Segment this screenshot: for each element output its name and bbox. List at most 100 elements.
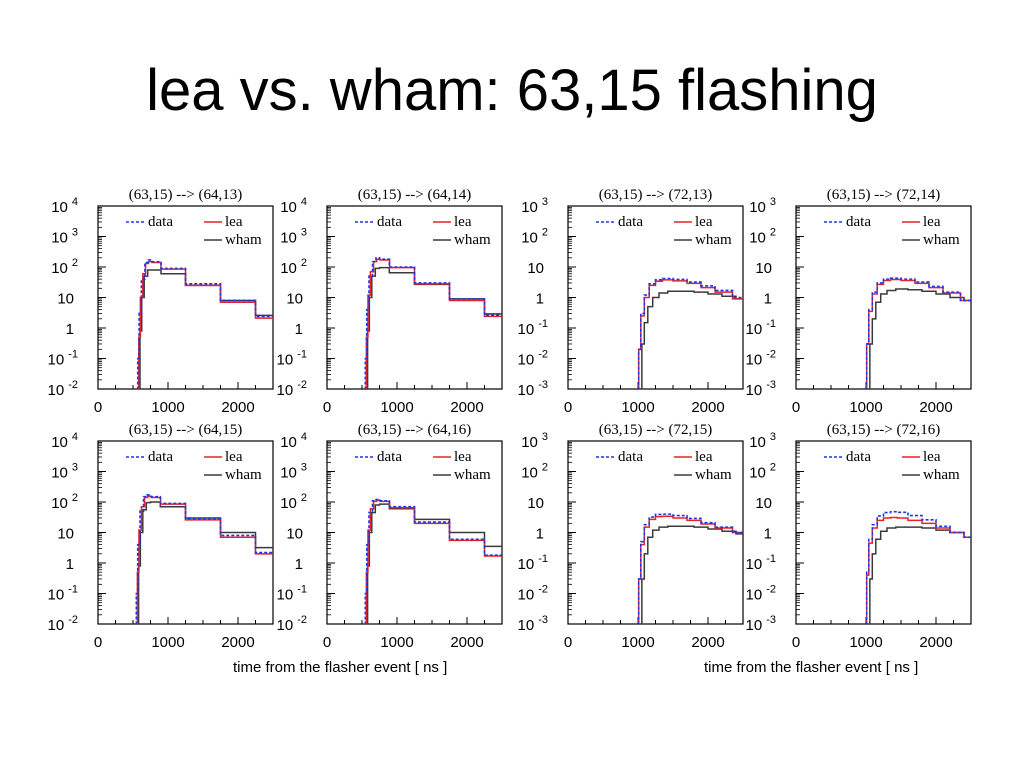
slide-title: lea vs. wham: 63,15 flashing xyxy=(146,58,878,123)
x-tick-label: 1000 xyxy=(380,399,413,416)
series-data-line xyxy=(637,277,743,389)
y-tick-label: 1 xyxy=(536,291,544,308)
y-tick-label: 10 3 xyxy=(521,196,548,216)
series-lea-line xyxy=(365,258,502,389)
y-tick-label: 10 -3 xyxy=(518,379,548,399)
x-tick-label: 0 xyxy=(94,634,102,651)
x-tick-label: 1000 xyxy=(849,399,882,416)
legend-wham-label: wham xyxy=(225,232,262,248)
y-tick-label: 10 -2 xyxy=(746,584,776,604)
y-tick-label: 10 xyxy=(57,291,74,308)
y-tick-label: 10 -3 xyxy=(746,614,776,634)
chart-panel-5: (63,15) --> (64,15) 0 1000 2000 10 -2 10 -1 1 10 1… xyxy=(48,422,274,651)
chart-panel-3: (63,15) --> (72,13) 0 1000 2000 10-3 10-2 10-1… xyxy=(518,187,744,416)
panel-title: (63,15) --> (64,15) xyxy=(129,422,242,438)
y-tick-label: 10 3 xyxy=(521,431,548,451)
series-wham-line xyxy=(366,266,502,389)
y-tick-label: 10 2 xyxy=(51,492,78,512)
x-tick-label: 2000 xyxy=(450,399,483,416)
panel-title: (63,15) --> (72,16) xyxy=(827,422,940,438)
legend-wham-label: wham xyxy=(225,467,262,483)
x-tick-label: 0 xyxy=(564,399,572,416)
x-tick-label: 1000 xyxy=(621,399,654,416)
series-wham-line xyxy=(640,525,743,624)
y-tick-label: 10 -3 xyxy=(746,379,776,399)
x-tick-label: 2000 xyxy=(221,634,254,651)
panel-title: (63,15) --> (72,14) xyxy=(827,187,940,203)
y-tick-label: 10 -1 xyxy=(746,318,776,338)
series-wham-line xyxy=(868,288,971,389)
panel-title: (63,15) --> (64,14) xyxy=(358,187,471,203)
panel-title: (63,15) --> (64,16) xyxy=(358,422,471,438)
legend-lea-label: lea xyxy=(454,449,472,465)
legend-wham-label: wham xyxy=(923,232,960,248)
chart-panel-2: (63,15) --> (64,14) 0 1000 2000 10 -2 10 -1 1 10 1… xyxy=(277,187,503,416)
legend-lea-label: lea xyxy=(695,449,713,465)
panel-title: (63,15) --> (72,13) xyxy=(599,187,712,203)
y-tick-label: 10 -1 xyxy=(48,349,78,369)
x-tick-label: 0 xyxy=(94,399,102,416)
x-tick-label: 0 xyxy=(792,634,800,651)
x-tick-label: 0 xyxy=(323,634,331,651)
x-tick-label: 1000 xyxy=(151,634,184,651)
y-tick-label: 10 4 xyxy=(280,431,307,451)
legend-data-label: data xyxy=(846,449,871,465)
legend-data-label: data xyxy=(846,214,871,230)
x-tick-label: 2000 xyxy=(919,399,952,416)
legend-data-label: data xyxy=(377,214,402,230)
series-wham-line xyxy=(139,269,273,389)
panel-title: (63,15) --> (72,15) xyxy=(599,422,712,438)
y-tick-label: 10 -1 xyxy=(746,553,776,573)
y-tick-label: 10 3 xyxy=(749,431,776,451)
chart-panel-7: (63,15) --> (72,15) 0 1000 2000 10-3 10-2 10-1… xyxy=(518,422,744,651)
chart-panel-1: (63,15) --> (64,13) 0 1000 2000 10 -2 10 -1 1 10 1… xyxy=(48,187,274,416)
y-tick-label: 10 -2 xyxy=(277,614,307,634)
x-tick-label: 0 xyxy=(792,399,800,416)
y-tick-label: 10 4 xyxy=(280,196,307,216)
y-tick-label: 10 2 xyxy=(749,227,776,247)
x-tick-label: 2000 xyxy=(221,399,254,416)
y-tick-label: 10 -1 xyxy=(48,584,78,604)
series-lea-line xyxy=(136,495,273,624)
y-tick-label: 10 xyxy=(755,260,772,277)
chart-panel-4: (63,15) --> (72,14) 0 1000 2000 10-3 10-2 10-1… xyxy=(746,187,972,416)
y-tick-label: 1 xyxy=(764,291,772,308)
y-tick-label: 1 xyxy=(764,526,772,543)
legend-lea-label: lea xyxy=(695,214,713,230)
x-tick-label: 1000 xyxy=(380,634,413,651)
y-tick-label: 10 4 xyxy=(51,431,78,451)
y-tick-label: 10 2 xyxy=(749,462,776,482)
x-axis-label-right: time from the flasher event [ ns ] xyxy=(704,659,919,676)
series-data-line xyxy=(364,257,502,389)
x-tick-label: 2000 xyxy=(919,634,952,651)
x-tick-label: 1000 xyxy=(151,399,184,416)
chart-panel-8: (63,15) --> (72,16) 0 1000 2000 10-3 10-2 10-1… xyxy=(746,422,972,651)
x-tick-label: 1000 xyxy=(849,634,882,651)
y-tick-label: 10 -2 xyxy=(518,584,548,604)
y-tick-label: 10 3 xyxy=(280,227,307,247)
y-tick-label: 10 2 xyxy=(280,257,307,277)
x-tick-label: 2000 xyxy=(691,634,724,651)
y-tick-label: 10 xyxy=(527,495,544,512)
y-tick-label: 10 xyxy=(755,495,772,512)
series-lea-line xyxy=(637,515,743,624)
series-wham-line xyxy=(868,526,971,624)
y-tick-label: 10 -1 xyxy=(277,349,307,369)
x-axis-label-left: time from the flasher event [ ns ] xyxy=(233,659,448,676)
x-tick-label: 2000 xyxy=(450,634,483,651)
legend-lea-label: lea xyxy=(923,214,941,230)
legend-wham-label: wham xyxy=(923,467,960,483)
y-tick-label: 10 3 xyxy=(280,462,307,482)
chart-panel-6: (63,15) --> (64,16) 0 1000 2000 10 -2 10 -1 1 10 1… xyxy=(277,422,503,651)
y-tick-label: 1 xyxy=(66,556,74,573)
legend-wham-label: wham xyxy=(454,232,491,248)
y-tick-label: 10 2 xyxy=(280,492,307,512)
y-tick-label: 10 -2 xyxy=(518,349,548,369)
y-tick-label: 10 3 xyxy=(51,227,78,247)
series-data-line xyxy=(865,510,971,624)
y-tick-label: 10 2 xyxy=(51,257,78,277)
series-lea-line xyxy=(865,516,971,624)
y-tick-label: 1 xyxy=(536,526,544,543)
